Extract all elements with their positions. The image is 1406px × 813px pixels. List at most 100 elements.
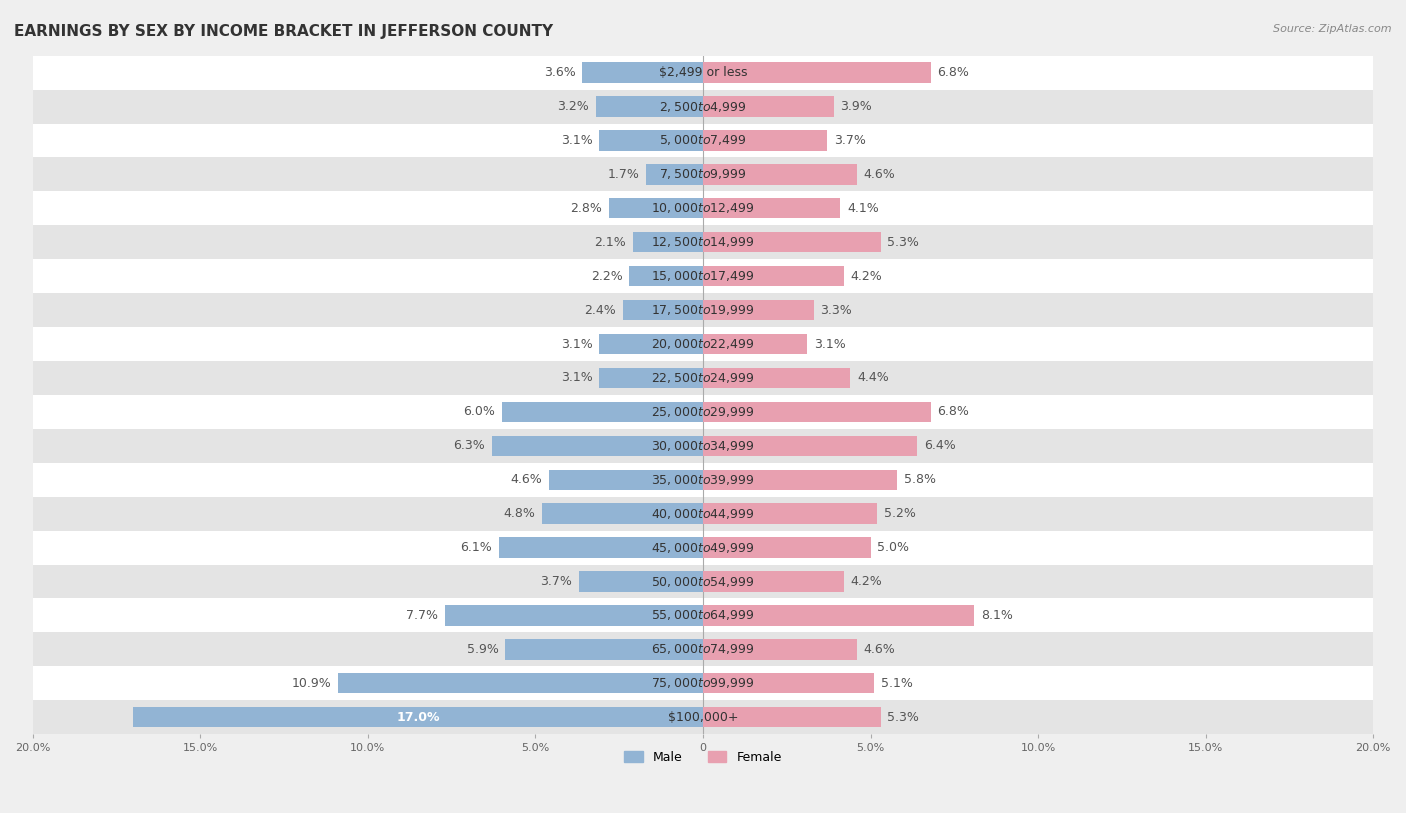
Bar bbox=[703, 673, 875, 693]
Text: $30,000 to $34,999: $30,000 to $34,999 bbox=[651, 439, 755, 453]
Bar bbox=[32, 531, 1374, 564]
Bar bbox=[609, 198, 703, 219]
Bar bbox=[492, 436, 703, 456]
Text: 2.8%: 2.8% bbox=[571, 202, 602, 215]
Bar bbox=[703, 470, 897, 490]
Text: 6.0%: 6.0% bbox=[464, 406, 495, 419]
Text: 4.4%: 4.4% bbox=[858, 372, 889, 385]
Text: 2.1%: 2.1% bbox=[595, 236, 626, 249]
Text: $55,000 to $64,999: $55,000 to $64,999 bbox=[651, 608, 755, 623]
Bar bbox=[703, 198, 841, 219]
Bar bbox=[703, 436, 918, 456]
Bar bbox=[32, 55, 1374, 89]
Bar bbox=[32, 293, 1374, 327]
Bar bbox=[579, 572, 703, 592]
Text: $100,000+: $100,000+ bbox=[668, 711, 738, 724]
Bar bbox=[596, 97, 703, 117]
Text: 6.8%: 6.8% bbox=[938, 66, 970, 79]
Text: 4.2%: 4.2% bbox=[851, 575, 882, 588]
Bar bbox=[543, 503, 703, 524]
Bar bbox=[703, 63, 931, 83]
Bar bbox=[32, 327, 1374, 361]
Text: 6.4%: 6.4% bbox=[924, 439, 956, 452]
Text: $12,500 to $14,999: $12,500 to $14,999 bbox=[651, 235, 755, 250]
Text: 17.0%: 17.0% bbox=[396, 711, 440, 724]
Bar bbox=[32, 598, 1374, 633]
Bar bbox=[32, 463, 1374, 497]
Bar bbox=[703, 266, 844, 286]
Bar bbox=[703, 164, 858, 185]
Text: 3.6%: 3.6% bbox=[544, 66, 575, 79]
Text: $5,000 to $7,499: $5,000 to $7,499 bbox=[659, 133, 747, 147]
Bar bbox=[703, 97, 834, 117]
Text: $7,500 to $9,999: $7,500 to $9,999 bbox=[659, 167, 747, 181]
Text: 4.1%: 4.1% bbox=[848, 202, 879, 215]
Text: 1.7%: 1.7% bbox=[607, 168, 640, 180]
Text: $20,000 to $22,499: $20,000 to $22,499 bbox=[651, 337, 755, 351]
Bar bbox=[32, 633, 1374, 667]
Bar bbox=[32, 158, 1374, 191]
Text: 3.7%: 3.7% bbox=[540, 575, 572, 588]
Bar bbox=[703, 232, 880, 252]
Bar bbox=[444, 605, 703, 626]
Text: $40,000 to $44,999: $40,000 to $44,999 bbox=[651, 506, 755, 520]
Text: 3.1%: 3.1% bbox=[561, 134, 592, 147]
Bar bbox=[32, 361, 1374, 395]
Bar bbox=[32, 124, 1374, 158]
Text: $75,000 to $99,999: $75,000 to $99,999 bbox=[651, 676, 755, 690]
Bar bbox=[32, 700, 1374, 734]
Bar bbox=[499, 537, 703, 558]
Bar bbox=[599, 367, 703, 388]
Text: $35,000 to $39,999: $35,000 to $39,999 bbox=[651, 472, 755, 487]
Text: $2,499 or less: $2,499 or less bbox=[659, 66, 747, 79]
Text: $45,000 to $49,999: $45,000 to $49,999 bbox=[651, 541, 755, 554]
Bar bbox=[32, 225, 1374, 259]
Bar bbox=[505, 639, 703, 659]
Text: 5.3%: 5.3% bbox=[887, 236, 920, 249]
Text: 3.1%: 3.1% bbox=[561, 372, 592, 385]
Bar bbox=[582, 63, 703, 83]
Bar bbox=[599, 130, 703, 150]
Text: 3.1%: 3.1% bbox=[814, 337, 845, 350]
Text: $65,000 to $74,999: $65,000 to $74,999 bbox=[651, 642, 755, 656]
Bar bbox=[703, 402, 931, 422]
Text: 3.1%: 3.1% bbox=[561, 337, 592, 350]
Bar bbox=[703, 334, 807, 354]
Text: $25,000 to $29,999: $25,000 to $29,999 bbox=[651, 405, 755, 419]
Bar bbox=[703, 300, 814, 320]
Bar bbox=[633, 232, 703, 252]
Bar bbox=[645, 164, 703, 185]
Text: 4.8%: 4.8% bbox=[503, 507, 536, 520]
Bar bbox=[32, 395, 1374, 428]
Bar bbox=[630, 266, 703, 286]
Bar bbox=[32, 497, 1374, 531]
Text: Source: ZipAtlas.com: Source: ZipAtlas.com bbox=[1274, 24, 1392, 34]
Text: 5.8%: 5.8% bbox=[904, 473, 936, 486]
Bar bbox=[32, 89, 1374, 124]
Text: $17,500 to $19,999: $17,500 to $19,999 bbox=[651, 303, 755, 317]
Bar bbox=[703, 537, 870, 558]
Text: $2,500 to $4,999: $2,500 to $4,999 bbox=[659, 99, 747, 114]
Bar bbox=[703, 367, 851, 388]
Text: $15,000 to $17,499: $15,000 to $17,499 bbox=[651, 269, 755, 283]
Bar bbox=[703, 605, 974, 626]
Bar bbox=[599, 334, 703, 354]
Text: 3.9%: 3.9% bbox=[841, 100, 872, 113]
Text: 7.7%: 7.7% bbox=[406, 609, 439, 622]
Text: EARNINGS BY SEX BY INCOME BRACKET IN JEFFERSON COUNTY: EARNINGS BY SEX BY INCOME BRACKET IN JEF… bbox=[14, 24, 553, 39]
Text: 4.6%: 4.6% bbox=[863, 643, 896, 656]
Text: 5.0%: 5.0% bbox=[877, 541, 910, 554]
Text: 10.9%: 10.9% bbox=[291, 676, 330, 689]
Text: $50,000 to $54,999: $50,000 to $54,999 bbox=[651, 575, 755, 589]
Bar bbox=[703, 572, 844, 592]
Text: 5.3%: 5.3% bbox=[887, 711, 920, 724]
Bar bbox=[32, 191, 1374, 225]
Bar bbox=[703, 639, 858, 659]
Text: 4.2%: 4.2% bbox=[851, 270, 882, 283]
Text: 6.1%: 6.1% bbox=[460, 541, 492, 554]
Bar bbox=[32, 564, 1374, 598]
Bar bbox=[703, 707, 880, 728]
Bar bbox=[337, 673, 703, 693]
Text: 8.1%: 8.1% bbox=[981, 609, 1014, 622]
Text: 4.6%: 4.6% bbox=[863, 168, 896, 180]
